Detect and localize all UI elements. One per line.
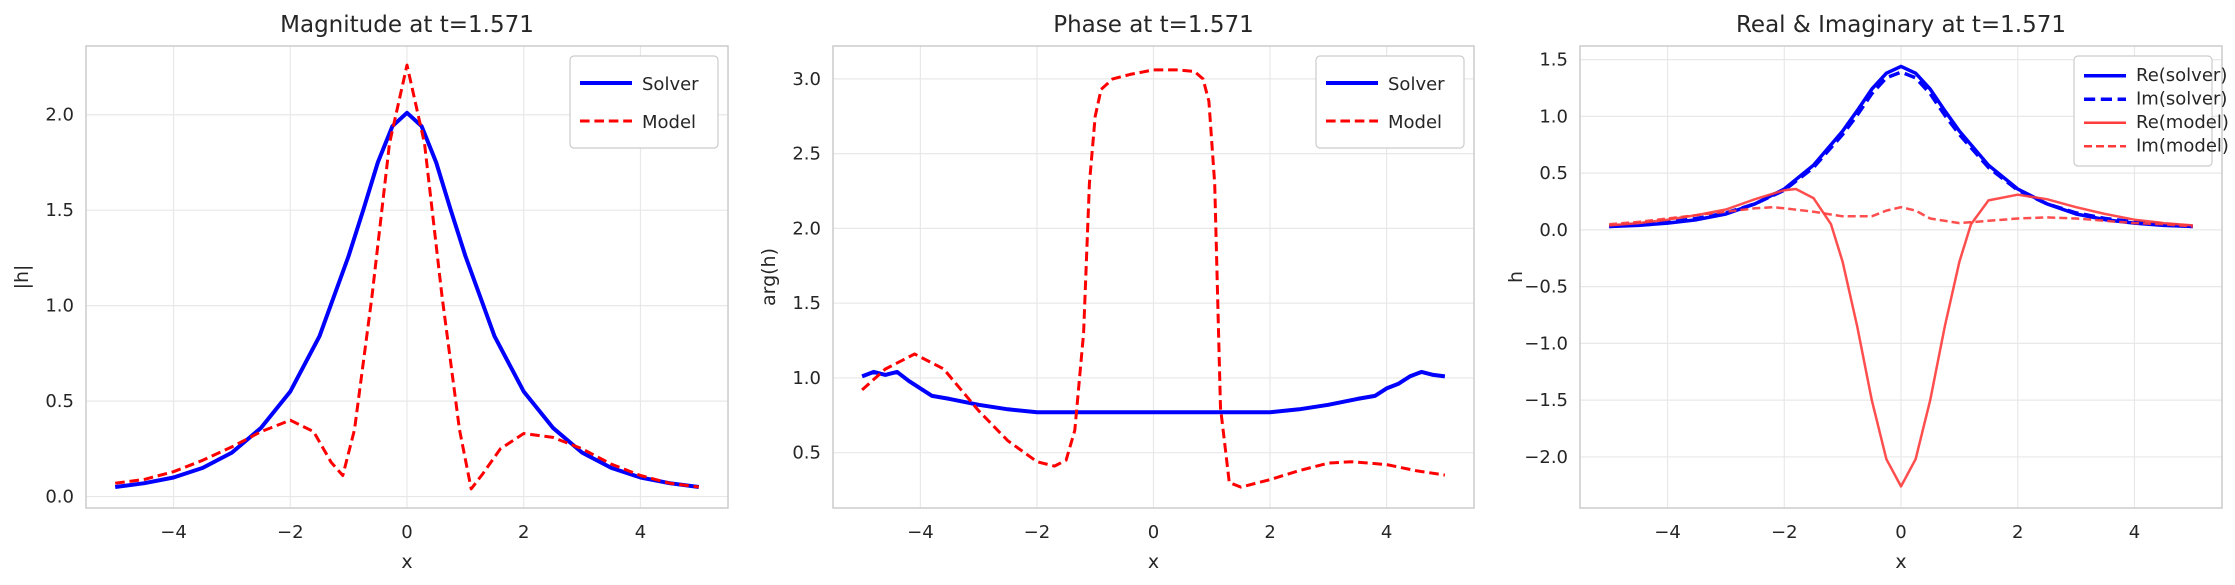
- series-line-im-solver-: [1609, 70, 2193, 229]
- y-tick-label: 0.5: [45, 391, 74, 412]
- legend-label: Im(solver): [2136, 89, 2227, 110]
- panel-title: Magnitude at t=1.571: [280, 12, 534, 38]
- y-tick-label: 1.0: [1539, 106, 1568, 127]
- y-tick-label: 1.5: [1539, 50, 1568, 71]
- y-tick-label: 0.5: [1539, 163, 1568, 184]
- y-tick-label: 0.5: [792, 443, 821, 464]
- x-tick-label: −4: [160, 522, 187, 543]
- legend-frame: [2073, 55, 2213, 167]
- y-axis-label: |h|: [11, 265, 33, 290]
- y-axis-label: arg(h): [758, 248, 780, 306]
- real-imaginary-panel: −4 −2 0 2 4 −2.0 −1.5 −1.0 −0.5 0.0 0.5 1.0 1.5 Real …: [1505, 12, 2229, 573]
- legend: Re(solver) Im(solver)Re(model) Im(model): [2073, 55, 2229, 167]
- y-tick-label: 1.5: [45, 200, 74, 221]
- magnitude-panel: −4 −2 0 2 4 0.0 0.5 1.0 1.5 2.0 Magnitude at t=1.5…: [11, 12, 729, 573]
- x-tick-label: 2: [1264, 522, 1275, 543]
- series-line-solver: [114, 110, 700, 489]
- x-tick-label: 2: [2012, 522, 2023, 543]
- legend-label: Model: [642, 112, 696, 133]
- y-tick-label: 2.5: [792, 144, 821, 165]
- panel-title: Phase at t=1.571: [1053, 12, 1254, 38]
- x-tick-label: −4: [1654, 522, 1681, 543]
- x-tick-label: −2: [1771, 522, 1798, 543]
- x-tick-label: 4: [2129, 522, 2140, 543]
- legend: Solver Model: [569, 55, 719, 149]
- x-tick-label: 0: [1895, 522, 1906, 543]
- axes-frame: [832, 45, 1475, 509]
- x-tick-label: 0: [401, 522, 412, 543]
- y-tick-label: −2.0: [1524, 447, 1568, 468]
- y-tick-label: 0.0: [1539, 220, 1568, 241]
- x-axis-label: x: [401, 551, 412, 573]
- legend-frame: [1315, 55, 1465, 149]
- y-axis-label: h: [1505, 271, 1527, 283]
- x-tick-label: 4: [1381, 522, 1392, 543]
- x-tick-label: 2: [518, 522, 529, 543]
- y-tick-label: 1.5: [792, 293, 821, 314]
- x-tick-label: −4: [907, 522, 934, 543]
- y-tick-label: 0.0: [45, 487, 74, 508]
- series-line-solver: [861, 369, 1446, 415]
- legend-label: Re(model): [2136, 112, 2229, 133]
- x-tick-label: −2: [1024, 522, 1051, 543]
- y-tick-label: −1.5: [1524, 390, 1568, 411]
- y-tick-label: 1.0: [792, 368, 821, 389]
- legend-frame: [569, 55, 719, 149]
- y-tick-label: 1.0: [45, 296, 74, 317]
- y-tick-label: 2.0: [792, 218, 821, 239]
- x-tick-label: 0: [1148, 522, 1159, 543]
- x-tick-label: −2: [277, 522, 304, 543]
- x-axis-label: x: [1895, 551, 1906, 573]
- series-line-model: [861, 68, 1446, 489]
- x-tick-label: 4: [635, 522, 646, 543]
- series-line-model: [115, 63, 699, 491]
- axes-frame: [85, 45, 729, 509]
- legend: Solver Model: [1315, 55, 1465, 149]
- legend-label: Model: [1388, 112, 1442, 133]
- legend-label: Re(solver): [2136, 65, 2227, 86]
- y-tick-label: 2.0: [45, 105, 74, 126]
- legend-label: Solver: [1388, 74, 1445, 95]
- series-line-re-model-: [1609, 187, 2193, 488]
- x-axis-label: x: [1148, 551, 1159, 573]
- panel-title: Real & Imaginary at t=1.571: [1736, 12, 2066, 38]
- y-tick-label: 3.0: [792, 69, 821, 90]
- phase-panel: −4 −2 0 2 4 0.5 1.0 1.5 2.0 2.5 3.0 Phase at t=1.57…: [758, 12, 1475, 573]
- legend-label: Im(model): [2136, 136, 2229, 157]
- y-tick-label: −1.0: [1524, 333, 1568, 354]
- legend-label: Solver: [642, 74, 699, 95]
- axes-frame: [1579, 45, 2223, 509]
- y-tick-label: −0.5: [1524, 277, 1568, 298]
- series-line-im-model-: [1609, 205, 2193, 228]
